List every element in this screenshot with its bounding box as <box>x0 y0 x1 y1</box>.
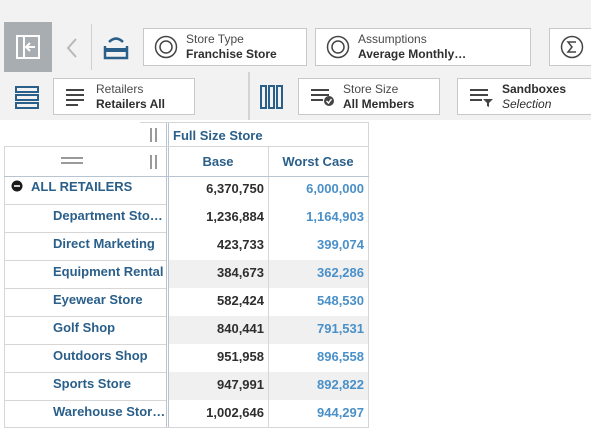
grid-line <box>166 122 167 428</box>
assumptions-label: Assumptions <box>358 32 427 46</box>
row-drag-handle-icon[interactable] <box>60 155 84 167</box>
column-drag-handle-icon[interactable] <box>148 127 160 143</box>
grid-line <box>4 146 5 428</box>
worst-case-value[interactable]: 896,558 <box>317 349 364 364</box>
row-header[interactable]: Golf Shop <box>53 320 116 335</box>
exit-view-button[interactable] <box>4 22 52 72</box>
exit-icon <box>16 35 40 59</box>
toolbar-divider <box>91 24 92 70</box>
worst-case-value[interactable]: 791,531 <box>317 321 364 336</box>
columns-icon[interactable] <box>258 84 284 110</box>
column-group-header[interactable]: Full Size Store <box>173 128 263 143</box>
assumptions-chip[interactable]: Assumptions Average Monthly… <box>315 28 531 66</box>
grid-line <box>4 232 166 233</box>
context-icon[interactable] <box>101 32 131 62</box>
row-header[interactable]: Outdoors Shop <box>53 348 148 363</box>
chevron-left-icon <box>66 38 77 58</box>
circle-target-icon <box>326 35 350 59</box>
calculation-chip[interactable] <box>549 28 591 66</box>
store-size-label: Store Size <box>343 81 399 96</box>
grid-line <box>368 122 369 428</box>
row-header[interactable]: Direct Marketing <box>53 236 155 251</box>
worst-case-value[interactable]: 548,530 <box>317 293 364 308</box>
retailers-chip[interactable]: Retailers Retailers All <box>53 78 195 115</box>
worst-case-value[interactable]: 944,297 <box>317 405 364 420</box>
grid-line <box>168 122 169 428</box>
row-header[interactable]: Warehouse Stores <box>53 404 166 419</box>
base-value[interactable]: 1,002,646 <box>206 405 264 420</box>
grid-line <box>4 204 166 205</box>
base-value[interactable]: 1,236,884 <box>206 209 264 224</box>
list-icon <box>66 88 84 106</box>
store-type-label: Store Type <box>186 32 244 46</box>
worst-case-value[interactable]: 399,074 <box>317 237 364 252</box>
sandboxes-label: Sandboxes <box>502 81 567 96</box>
column-drag-handle-icon[interactable] <box>148 154 160 170</box>
toolbar-divider-rows-columns <box>248 72 250 120</box>
grid-line <box>4 344 166 345</box>
column-header-worst-case[interactable]: Worst Case <box>282 154 354 169</box>
base-value[interactable]: 947,991 <box>217 377 264 392</box>
base-value[interactable]: 423,733 <box>217 237 264 252</box>
row-header[interactable]: Department Stores <box>53 208 166 223</box>
grid-line <box>4 316 166 317</box>
column-header-base[interactable]: Base <box>202 154 234 169</box>
store-type-chip[interactable]: Store Type Franchise Store <box>143 28 307 66</box>
grid-line <box>4 427 369 428</box>
circle-target-icon <box>154 35 178 59</box>
sandboxes-chip[interactable]: Sandboxes Selection <box>457 78 591 115</box>
retailers-value: Retailers All <box>96 96 165 111</box>
base-value[interactable]: 582,424 <box>217 293 264 308</box>
grid-line <box>268 146 269 428</box>
retailers-label: Retailers <box>96 81 144 96</box>
total-base-value[interactable]: 6,370,750 <box>206 181 264 196</box>
row-header-all-retailers[interactable]: ALL RETAILERS <box>31 179 133 194</box>
base-value[interactable]: 384,673 <box>217 265 264 280</box>
filter-list-icon <box>311 88 334 106</box>
worst-case-value[interactable]: 362,286 <box>317 265 364 280</box>
store-size-chip[interactable]: Store Size All Members <box>298 78 440 115</box>
sigma-icon <box>560 35 584 59</box>
sandboxes-value: Selection <box>502 96 552 111</box>
grid-line <box>4 260 166 261</box>
worst-case-value[interactable]: 1,164,903 <box>306 209 364 224</box>
store-type-value: Franchise Store <box>186 47 277 61</box>
grid-line <box>4 146 369 147</box>
grid-line <box>4 288 166 289</box>
rows-icon[interactable] <box>14 84 40 110</box>
assumptions-value: Average Monthly… <box>358 47 467 61</box>
grid-line <box>4 372 166 373</box>
worst-case-value[interactable]: 892,822 <box>317 377 364 392</box>
base-value[interactable]: 951,958 <box>217 349 264 364</box>
row-header[interactable]: Equipment Rental <box>53 264 164 279</box>
back-button[interactable] <box>62 34 82 62</box>
filter-list-icon <box>470 88 493 107</box>
collapse-icon[interactable] <box>11 180 23 192</box>
grid-line <box>4 176 369 177</box>
base-value[interactable]: 840,441 <box>217 321 264 336</box>
row-header[interactable]: Sports Store <box>53 376 132 391</box>
grid-line <box>140 122 369 123</box>
total-worst-case-value[interactable]: 6,000,000 <box>306 181 364 196</box>
store-size-value: All Members <box>343 96 415 111</box>
row-header[interactable]: Eyewear Store <box>53 292 143 307</box>
grid-line <box>4 400 166 401</box>
